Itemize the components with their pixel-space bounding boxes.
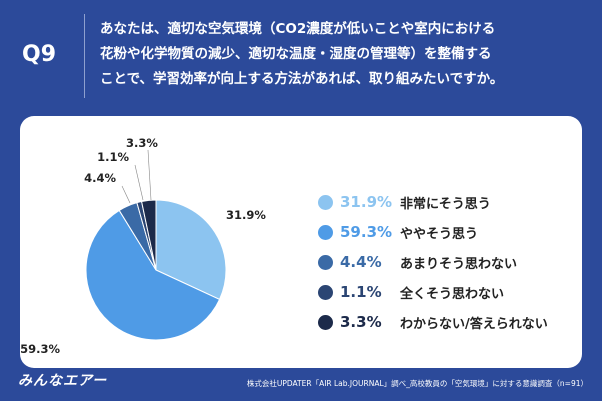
leader-line	[147, 149, 152, 201]
data-label: 1.1%	[97, 150, 129, 164]
data-label: 31.9%	[226, 208, 266, 222]
legend-item: 3.3% わからない/答えられない	[318, 307, 588, 337]
question-number: Q9	[22, 42, 57, 67]
question-header: Q9 あなたは、適切な空気環境（CO2濃度が低いことや室内における 花粉や化学物…	[0, 0, 602, 110]
legend-item: 31.9% 非常にそう思う	[318, 187, 588, 217]
pie-slice-2	[85, 209, 221, 341]
header-divider	[84, 14, 85, 98]
legend-item: 4.4% あまりそう思わない	[318, 247, 588, 277]
leader-line	[134, 164, 144, 201]
legend-percent: 1.1%	[340, 283, 382, 301]
legend-label: 全くそう思わない	[400, 286, 505, 302]
chart-legend: 31.9% 非常にそう思う 59.3% ややそう思う 4.4% あまりそう思わな…	[318, 187, 588, 337]
data-label: 59.3%	[20, 342, 60, 356]
source-note: 株式会社UPDATER「AIR Lab.JOURNAL」調べ_高校教員の「空気環…	[246, 379, 588, 388]
legend-item: 1.1% 全くそう思わない	[318, 277, 588, 307]
legend-percent: 3.3%	[340, 313, 382, 331]
data-label: 4.4%	[84, 171, 116, 185]
legend-percent: 31.9%	[340, 193, 393, 211]
question-text: あなたは、適切な空気環境（CO2濃度が低いことや室内における 花粉や化学物質の減…	[100, 21, 504, 87]
leader-line	[121, 185, 131, 204]
brand-logo: みんなエアー	[18, 373, 108, 389]
legend-swatch	[318, 224, 333, 240]
pie-slice-1	[155, 199, 227, 301]
legend-swatch	[318, 284, 333, 300]
legend-label: ややそう思う	[400, 226, 479, 242]
legend-swatch	[318, 314, 333, 330]
data-label: 3.3%	[126, 136, 158, 150]
pie-slice-5	[140, 199, 157, 271]
legend-label: あまりそう思わない	[400, 256, 518, 272]
legend-item: 59.3% ややそう思う	[318, 217, 588, 247]
legend-swatch	[318, 254, 333, 270]
legend-percent: 59.3%	[340, 223, 393, 241]
legend-label: わからない/答えられない	[400, 316, 548, 332]
legend-label: 非常にそう思う	[400, 196, 491, 212]
legend-percent: 4.4%	[340, 253, 382, 271]
legend-swatch	[318, 194, 333, 210]
